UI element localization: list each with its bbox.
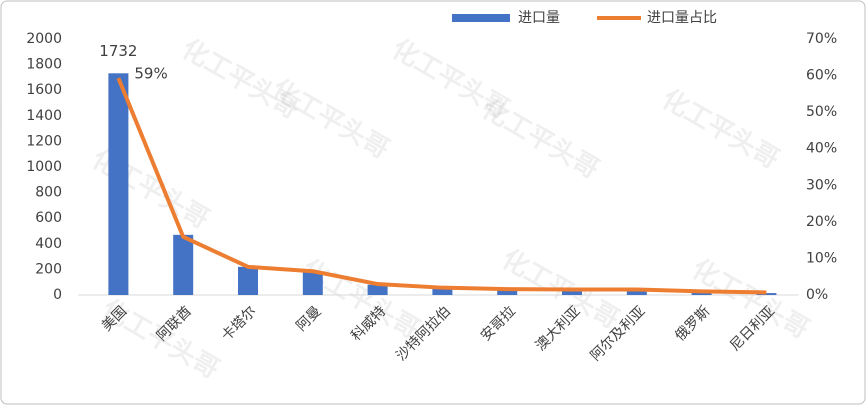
y-tick-label: 1600 bbox=[26, 82, 62, 98]
y-tick-label: 600 bbox=[35, 210, 62, 226]
y-tick-label: 1800 bbox=[26, 57, 62, 73]
y2-tick-label: 0% bbox=[806, 287, 828, 303]
bar bbox=[367, 284, 388, 295]
bar bbox=[432, 287, 453, 295]
y-tick-label: 0 bbox=[53, 287, 62, 303]
bar bbox=[497, 289, 518, 295]
bar bbox=[756, 293, 777, 295]
legend-label: 进口量 bbox=[518, 10, 560, 26]
legend-label: 进口量占比 bbox=[647, 10, 717, 26]
bar bbox=[108, 73, 129, 295]
y2-tick-label: 10% bbox=[806, 250, 837, 266]
y2-tick-label: 40% bbox=[806, 141, 837, 157]
y2-tick-label: 60% bbox=[806, 68, 837, 84]
legend-swatch bbox=[452, 14, 510, 22]
bar bbox=[626, 290, 647, 295]
line bbox=[116, 77, 767, 295]
y-tick-label: 200 bbox=[35, 261, 62, 277]
bar bbox=[173, 234, 194, 295]
y-tick-label: 1000 bbox=[26, 159, 62, 175]
y-tick-label: 1400 bbox=[26, 108, 62, 124]
y-tick-label: 2000 bbox=[26, 31, 62, 47]
data-label: 59% bbox=[134, 65, 167, 83]
bar bbox=[562, 289, 582, 295]
y2-tick-label: 50% bbox=[806, 104, 837, 120]
y-tick-label: 1200 bbox=[26, 133, 62, 149]
y-tick-label: 800 bbox=[35, 185, 62, 201]
bar bbox=[302, 271, 323, 295]
y-tick-label: 400 bbox=[35, 236, 62, 252]
data-label: 1732 bbox=[99, 42, 137, 60]
y2-tick-label: 30% bbox=[806, 177, 837, 193]
bar bbox=[238, 266, 258, 295]
y2-tick-label: 20% bbox=[806, 214, 837, 230]
y2-tick-label: 70% bbox=[806, 31, 837, 47]
bar bbox=[691, 291, 712, 295]
